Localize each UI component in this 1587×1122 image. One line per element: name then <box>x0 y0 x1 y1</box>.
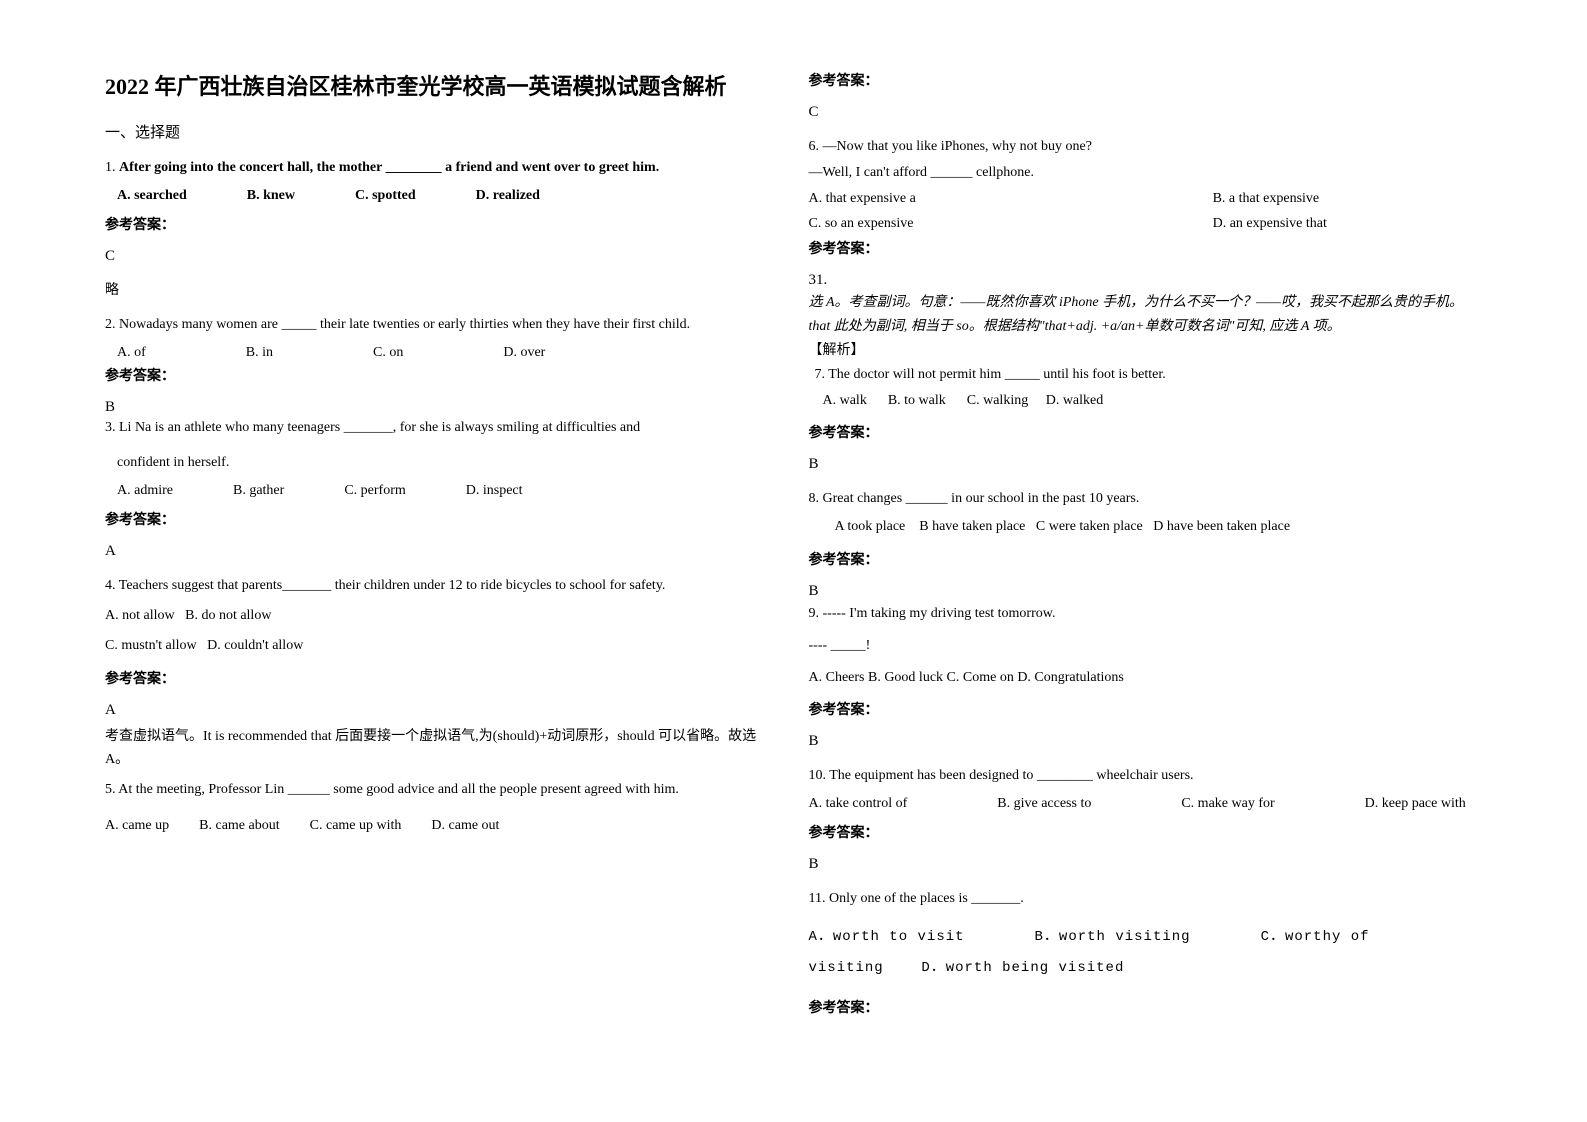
q5-options: A. came up B. came about C. came up with… <box>105 818 779 834</box>
q5-opt-c: C. came up with <box>310 818 402 834</box>
q11-opt-b: B．worth visiting <box>1035 925 1191 945</box>
q3-line1: 3. Li Na is an athlete who many teenager… <box>105 420 640 435</box>
q10-opt-d: D. keep pace with <box>1365 796 1466 812</box>
q6-opt-b: B. a that expensive <box>1213 187 1320 211</box>
q5-opt-d: D. came out <box>431 818 499 834</box>
question-9-line1: 9. ----- I'm taking my driving test tomo… <box>809 602 1483 626</box>
q1-answer: C <box>105 248 779 265</box>
q3-opt-b: B. gather <box>233 483 284 499</box>
question-10: 10. The equipment has been designed to _… <box>809 764 1483 788</box>
q1-opt-a: A. searched <box>117 188 187 204</box>
q9-answer: B <box>809 733 1483 750</box>
q6-opt-d: D. an expensive that <box>1213 212 1327 236</box>
q1-opt-b: B. knew <box>247 188 295 204</box>
question-8: 8. Great changes ______ in our school in… <box>809 487 1483 511</box>
q10-opt-b: B. give access to <box>997 796 1091 812</box>
question-2: 2. Nowadays many women are _____ their l… <box>105 313 779 337</box>
q9-options: A. Cheers B. Good luck C. Come on D. Con… <box>809 666 1483 690</box>
q2-options: A. of B. in C. on D. over <box>105 345 779 361</box>
q2-answer-label: 参考答案： <box>105 365 779 385</box>
q3-line2: confident in herself. <box>105 451 779 475</box>
q4-opts2: C. mustn't allow D. couldn't allow <box>105 634 779 658</box>
q10-answer: B <box>809 856 1483 873</box>
q11-opt-c: C．worthy of <box>1261 925 1370 945</box>
q7-answer: B <box>809 456 1483 473</box>
q10-opt-a: A. take control of <box>809 796 908 812</box>
q1-opt-d: D. realized <box>476 188 540 204</box>
question-4: 4. Teachers suggest that parents_______ … <box>105 574 779 598</box>
q3-opt-d: D. inspect <box>466 483 523 499</box>
question-3: 3. Li Na is an athlete who many teenager… <box>105 416 779 440</box>
q10-opt-c: C. make way for <box>1181 796 1274 812</box>
q6-explanation-label: 【解析】 <box>809 339 1483 359</box>
q2-opt-d: D. over <box>503 345 545 361</box>
q10-answer-label: 参考答案： <box>809 822 1483 842</box>
q4-explanation: 考查虚拟语气。It is recommended that 后面要接一个虚拟语气… <box>105 725 779 773</box>
q6-answer-label: 参考答案： <box>809 238 1483 258</box>
q3-opt-a: A. admire <box>117 483 173 499</box>
right-column: 参考答案： C 6. —Now that you like iPhones, w… <box>794 70 1498 1082</box>
q1-opt-c: C. spotted <box>355 188 416 204</box>
q6-opts-row1: A. that expensive a B. a that expensive <box>809 187 1483 211</box>
q3-opt-c: C. perform <box>344 483 405 499</box>
q5-opt-b: B. came about <box>199 818 279 834</box>
q11-answer-label: 参考答案： <box>809 997 1483 1017</box>
q5-opt-a: A. came up <box>105 818 169 834</box>
question-5: 5. At the meeting, Professor Lin ______ … <box>105 778 779 802</box>
q3-options: A. admire B. gather C. perform D. inspec… <box>105 483 779 499</box>
q4-answer-label: 参考答案： <box>105 668 779 688</box>
q6-opts-row2: C. so an expensive D. an expensive that <box>809 212 1483 236</box>
left-column: 2022 年广西壮族自治区桂林市奎光学校高一英语模拟试题含解析 一、选择题 1.… <box>90 70 794 1082</box>
q11-options-line1: A．worth to visit B．worth visiting C．wort… <box>809 925 1483 945</box>
q2-answer: B <box>105 399 779 416</box>
q1-note: 略 <box>105 279 779 299</box>
exam-title: 2022 年广西壮族自治区桂林市奎光学校高一英语模拟试题含解析 <box>105 70 779 103</box>
question-6-line2: —Well, I can't afford ______ cellphone. <box>809 161 1483 185</box>
q3-answer: A <box>105 543 779 560</box>
q6-answer-num: 31. <box>809 272 1483 289</box>
q5-answer: C <box>809 104 1483 121</box>
section-heading: 一、选择题 <box>105 121 779 142</box>
q2-opt-b: B. in <box>246 345 273 361</box>
q1-number: 1. <box>105 160 119 175</box>
q2-opt-a: A. of <box>117 345 146 361</box>
exam-page: 2022 年广西壮族自治区桂林市奎光学校高一英语模拟试题含解析 一、选择题 1.… <box>0 0 1587 1122</box>
q6-opt-c: C. so an expensive <box>809 212 1213 236</box>
q8-answer: B <box>809 583 1483 600</box>
question-1: 1. After going into the concert hall, th… <box>105 156 779 180</box>
q4-opts1: A. not allow B. do not allow <box>105 604 779 628</box>
q9-answer-label: 参考答案： <box>809 699 1483 719</box>
q1-answer-label: 参考答案： <box>105 214 779 234</box>
q1-text: After going into the concert hall, the m… <box>119 160 659 175</box>
q1-options: A. searched B. knew C. spotted D. realiz… <box>105 188 779 204</box>
q7-options: A. walk B. to walk C. walking D. walked <box>809 389 1483 413</box>
q11-opt-a: A．worth to visit <box>809 925 965 945</box>
q11-options-line2: visiting D．worth being visited <box>809 957 1483 981</box>
question-11: 11. Only one of the places is _______. <box>809 887 1483 911</box>
q6-opt-a: A. that expensive a <box>809 187 1213 211</box>
q5-answer-label: 参考答案： <box>809 70 1483 90</box>
q6-explanation: 选 A。考查副词。句意：——既然你喜欢 iPhone 手机，为什么不买一个？——… <box>809 291 1483 339</box>
q8-answer-label: 参考答案： <box>809 549 1483 569</box>
q4-answer: A <box>105 702 779 719</box>
q7-answer-label: 参考答案： <box>809 422 1483 442</box>
question-9-line2: ---- _____! <box>809 634 1483 658</box>
question-7: 7. The doctor will not permit him _____ … <box>809 363 1483 387</box>
question-6-line1: 6. —Now that you like iPhones, why not b… <box>809 135 1483 159</box>
q2-opt-c: C. on <box>373 345 403 361</box>
q10-options: A. take control of B. give access to C. … <box>809 796 1483 812</box>
q3-answer-label: 参考答案： <box>105 509 779 529</box>
q8-options: A took place B have taken place C were t… <box>809 515 1483 539</box>
